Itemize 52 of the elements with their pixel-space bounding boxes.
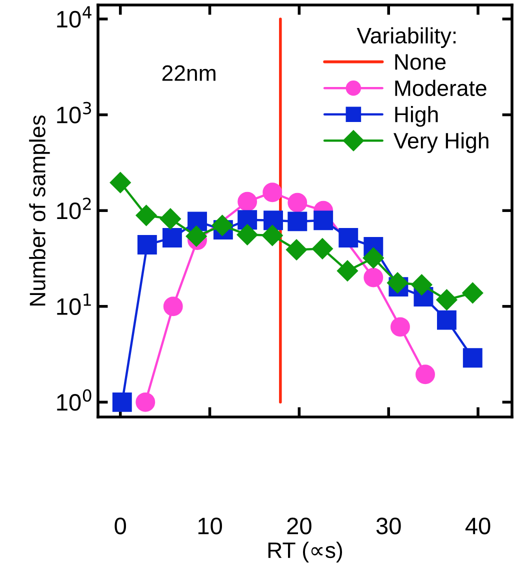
- point: [162, 228, 182, 248]
- point: [160, 208, 181, 230]
- point: [437, 310, 456, 330]
- legend-title: Variability:: [356, 27, 456, 48]
- y-axis-title: Number of samples: [29, 115, 50, 306]
- point: [436, 289, 458, 310]
- legend-label: None: [395, 54, 446, 70]
- x-tick-label: 20: [287, 518, 312, 534]
- point: [188, 212, 207, 232]
- point: [137, 235, 157, 254]
- legend-label: Moderate: [395, 80, 486, 96]
- point: [212, 214, 233, 236]
- point: [262, 224, 283, 246]
- x-tick-label: 0: [114, 518, 126, 534]
- point: [110, 172, 131, 194]
- point: [238, 192, 258, 212]
- point: [288, 192, 308, 212]
- point: [112, 392, 132, 412]
- point: [238, 210, 258, 230]
- x-tick-label: 40: [465, 518, 490, 534]
- point: [462, 348, 482, 368]
- x-tick-label: 30: [376, 518, 401, 534]
- point: [286, 239, 308, 260]
- point: [314, 210, 334, 230]
- point: [462, 282, 484, 304]
- point: [136, 392, 156, 412]
- x-axis-title: RT (∝s): [268, 542, 342, 562]
- y-tick-label: 10$^{3}$: [57, 102, 92, 124]
- y-tick-label: 10$^{1}$: [57, 294, 91, 315]
- point: [262, 182, 282, 202]
- point: [364, 268, 384, 288]
- legend-label: Very High: [394, 132, 488, 154]
- point: [387, 272, 408, 294]
- point: [163, 296, 183, 316]
- point: [416, 364, 435, 384]
- point: [362, 247, 384, 268]
- point: [236, 224, 258, 246]
- point: [136, 204, 157, 226]
- point: [186, 226, 207, 247]
- point: [411, 274, 432, 296]
- point: [338, 228, 358, 248]
- annotation: 22nm: [162, 65, 216, 81]
- point: [312, 238, 333, 260]
- y-tick-label: 10$^{2}$: [57, 198, 91, 220]
- x-tick-label: 10: [198, 518, 222, 534]
- y-tick-label: 10$^{0}$: [57, 389, 92, 411]
- point: [288, 212, 308, 232]
- point: [264, 210, 283, 230]
- y-tick-label: 10$^{4}$: [57, 6, 92, 28]
- point: [390, 317, 410, 337]
- point: [336, 260, 358, 282]
- legend-label: High: [395, 106, 438, 127]
